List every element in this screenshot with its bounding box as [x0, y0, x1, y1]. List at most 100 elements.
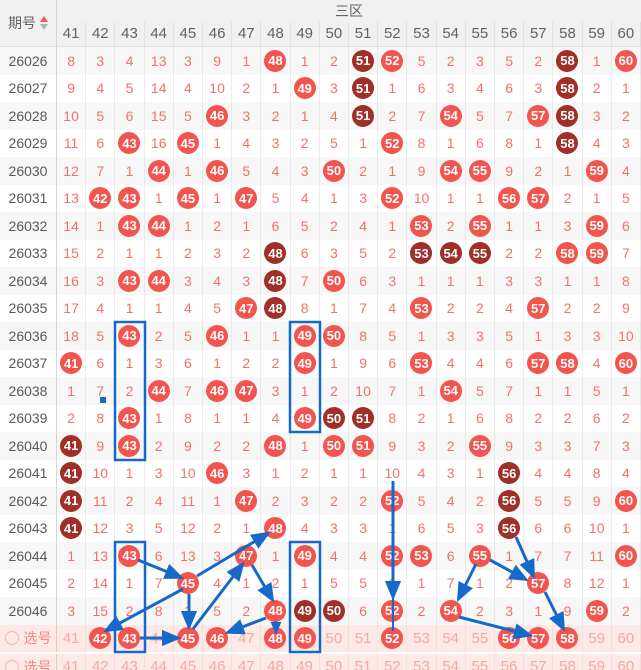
- repeat-ball-49: 49: [293, 599, 316, 622]
- cell-50[interactable]: 50: [320, 654, 349, 670]
- table-row-26035: 26035 17 4 1 1 4 5 47 48 8 1 7 4 53 2 2 4 57 2 2 9: [0, 294, 641, 322]
- repeat-ball-50: 50: [322, 407, 345, 430]
- cell-52: 5: [378, 322, 408, 350]
- table-header: 期号 三区 41 42 43 44 45 46 47 48 49 50 51 52 53 54 55 56 57…: [0, 0, 641, 47]
- hit-ball-46[interactable]: 46: [206, 627, 229, 650]
- period-26035: 26035: [0, 294, 57, 322]
- cell-55: 5: [466, 377, 495, 405]
- cell-53[interactable]: 53: [407, 654, 437, 670]
- cell-51: 2: [349, 487, 379, 515]
- column-header-45: 45: [174, 22, 203, 46]
- cell-55: 1: [466, 459, 495, 487]
- cell-41: 41: [57, 514, 87, 542]
- cell-47[interactable]: 47: [232, 654, 262, 670]
- hit-ball-41: 41: [60, 352, 83, 375]
- cell-42: 10: [86, 459, 116, 487]
- cell-46[interactable]: 46: [203, 654, 233, 670]
- hit-ball-59: 59: [585, 214, 608, 237]
- cell-57: 7: [524, 542, 554, 570]
- cell-53: 4: [407, 459, 437, 487]
- cell-54: 6: [437, 542, 466, 570]
- hit-ball-43[interactable]: 43: [118, 627, 141, 650]
- cell-58: 58: [553, 239, 583, 267]
- hit-ball-56[interactable]: 56: [498, 627, 521, 650]
- cell-59[interactable]: 59: [583, 624, 612, 652]
- cell-45[interactable]: 45: [174, 654, 203, 670]
- table-row-26034: 26034 16 3 43 44 3 4 3 48 7 50 6 3 1 1 1 3 3 1 1 8: [0, 267, 641, 295]
- cell-43[interactable]: 43: [115, 654, 145, 670]
- cell-54[interactable]: 54: [437, 654, 466, 670]
- cell-42: 15: [86, 597, 116, 625]
- hit-ball-49[interactable]: 49: [293, 627, 316, 650]
- cell-57: 1: [524, 377, 554, 405]
- hit-ball-49: 49: [293, 544, 316, 567]
- cell-44: 2: [145, 432, 174, 460]
- hit-ball-56: 56: [498, 187, 521, 210]
- cell-55[interactable]: 55: [466, 624, 495, 652]
- cell-52[interactable]: 52: [378, 654, 408, 670]
- cell-53[interactable]: 53: [407, 624, 437, 652]
- cell-42[interactable]: 42: [86, 654, 116, 670]
- cell-51[interactable]: 51: [349, 624, 379, 652]
- cell-41[interactable]: 41: [57, 654, 87, 670]
- cell-43: 6: [115, 102, 145, 130]
- hit-ball-57[interactable]: 57: [527, 627, 550, 650]
- cell-47: 47: [232, 184, 262, 212]
- period-26037: 26037: [0, 349, 57, 377]
- selection-radio[interactable]: [4, 631, 19, 646]
- cell-56[interactable]: 56: [495, 654, 525, 670]
- cell-55[interactable]: 55: [466, 654, 495, 670]
- period-column-header[interactable]: 期号: [0, 0, 57, 46]
- cell-56: 3: [495, 597, 525, 625]
- cell-59[interactable]: 59: [583, 654, 612, 670]
- cell-44: 4: [145, 487, 174, 515]
- sort-asc-icon[interactable]: [40, 12, 48, 22]
- cell-60[interactable]: 60: [612, 654, 641, 670]
- hit-ball-52[interactable]: 52: [381, 627, 404, 650]
- cell-53: 6: [407, 514, 437, 542]
- cell-53: 7: [407, 102, 437, 130]
- cell-51: 6: [349, 597, 379, 625]
- cell-49[interactable]: 49: [291, 654, 320, 670]
- hit-ball-60: 60: [614, 49, 637, 72]
- cell-58: 3: [553, 212, 583, 240]
- cell-41: 15: [57, 239, 87, 267]
- repeat-ball-58: 58: [556, 49, 579, 72]
- hit-ball-58[interactable]: 58: [556, 627, 579, 650]
- selection-radio[interactable]: [4, 659, 19, 670]
- cell-41[interactable]: 41: [57, 624, 87, 652]
- cell-47[interactable]: 47: [232, 624, 262, 652]
- table-row-26027: 26027 9 4 5 14 4 10 2 1 49 3 51 1 6 3 4 6 3 58 2 1: [0, 74, 641, 102]
- table-row-26044: 26044 1 13 43 6 13 3 47 1 49 4 4 52 53 6 55 1 7 7 11 60: [0, 542, 641, 570]
- cell-60[interactable]: 60: [612, 624, 641, 652]
- cell-50[interactable]: 50: [320, 624, 349, 652]
- cell-46: 1: [203, 404, 233, 432]
- period-26030: 26030: [0, 157, 57, 185]
- cell-50: 50: [320, 404, 349, 432]
- sort-arrows-icon[interactable]: [40, 12, 48, 34]
- cell-49: 49: [291, 349, 320, 377]
- period-26040: 26040: [0, 432, 57, 460]
- cell-53: 6: [407, 74, 437, 102]
- table-row-26026: 26026 8 3 4 13 3 9 1 48 1 2 51 52 5 2 3 5 2 58 1 60: [0, 47, 641, 75]
- cell-49: 7: [291, 267, 320, 295]
- cell-49: 2: [291, 459, 320, 487]
- table-row-26029: 26029 11 6 43 16 45 1 4 3 2 5 1 52 8 1 6 8 1 58 4 3: [0, 129, 641, 157]
- repeat-ball-51: 51: [352, 77, 375, 100]
- cell-57[interactable]: 57: [524, 654, 554, 670]
- sort-desc-icon[interactable]: [40, 24, 48, 34]
- cell-44: 15: [145, 102, 174, 130]
- cell-44[interactable]: 44: [145, 624, 174, 652]
- cell-51[interactable]: 51: [349, 654, 379, 670]
- cell-48[interactable]: 48: [261, 654, 291, 670]
- cell-49: 49: [291, 322, 320, 350]
- cell-51: 2: [349, 157, 379, 185]
- cell-54[interactable]: 54: [437, 624, 466, 652]
- hit-ball-48[interactable]: 48: [264, 627, 287, 650]
- cell-44[interactable]: 44: [145, 654, 174, 670]
- hit-ball-45[interactable]: 45: [176, 627, 199, 650]
- cell-41: 11: [57, 129, 87, 157]
- cell-57: 2: [524, 47, 554, 75]
- hit-ball-42[interactable]: 42: [89, 627, 112, 650]
- cell-58[interactable]: 58: [553, 654, 583, 670]
